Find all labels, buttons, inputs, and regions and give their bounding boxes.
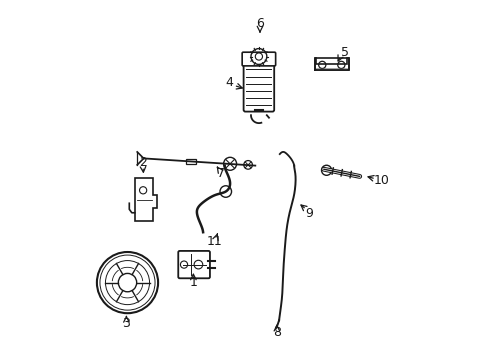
Text: 8: 8 (272, 327, 280, 339)
Text: 5: 5 (340, 46, 348, 59)
Text: 6: 6 (256, 17, 264, 30)
Polygon shape (134, 178, 157, 221)
Text: 11: 11 (207, 235, 223, 248)
Text: 1: 1 (189, 276, 197, 289)
FancyBboxPatch shape (242, 52, 275, 66)
FancyBboxPatch shape (243, 61, 274, 112)
Polygon shape (316, 68, 346, 71)
Text: 9: 9 (305, 207, 313, 220)
Text: 2: 2 (139, 156, 146, 169)
Polygon shape (314, 58, 348, 71)
Text: 4: 4 (225, 76, 233, 89)
Text: 7: 7 (217, 167, 224, 180)
FancyBboxPatch shape (186, 159, 196, 164)
FancyBboxPatch shape (178, 251, 209, 278)
Text: 3: 3 (122, 317, 130, 330)
Text: 10: 10 (373, 174, 388, 187)
